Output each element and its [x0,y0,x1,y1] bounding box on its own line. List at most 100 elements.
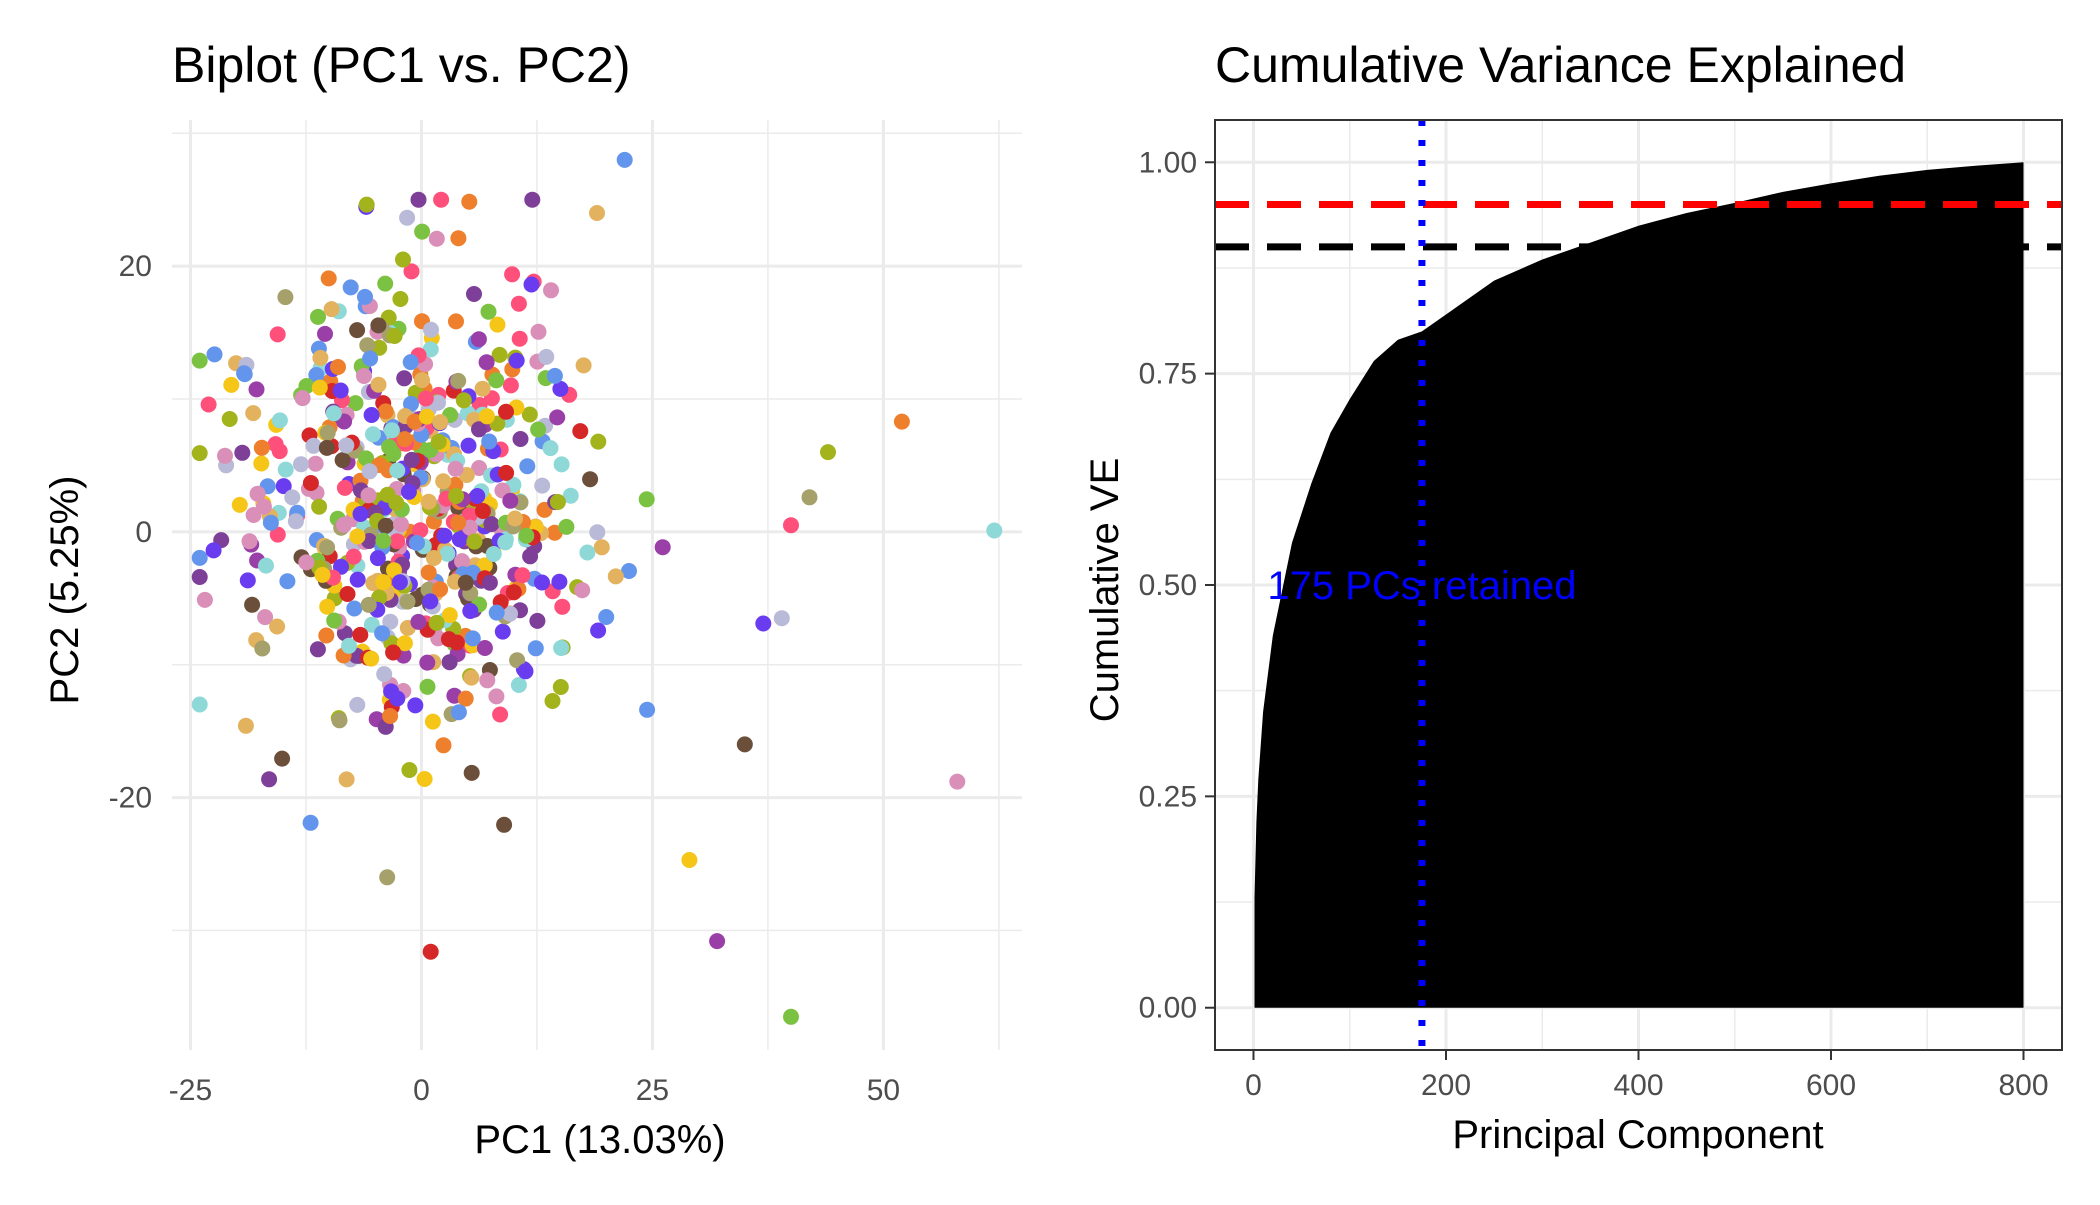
scatter-point [489,316,506,333]
scatter-point [320,270,337,287]
scatter-point [529,612,546,629]
scatter-point [462,603,479,619]
scatter-point [463,764,480,781]
scatter-point [511,330,528,347]
biplot-points [191,151,1003,1025]
scatter-point [363,407,380,423]
scatter-point [507,510,523,527]
scatter-point [518,527,535,544]
y-tick-label: 0.25 [1139,780,1197,813]
scatter-point [502,377,519,394]
scatter-point [474,503,491,519]
scatter-point [549,494,566,510]
scatter-point [575,357,592,374]
scatter-point [558,518,575,535]
scatter-point [363,650,380,667]
scatter-point [440,631,457,648]
scatter-point [574,582,591,599]
scatter-point [307,455,324,472]
scatter-point [562,487,579,504]
scatter-point [200,396,217,413]
scatter-point [358,196,375,213]
cumulative-ve-x-axis-title: Principal Component [1452,1113,1823,1157]
scatter-point [549,409,566,426]
scatter-point [463,669,480,686]
scatter-point [377,403,394,420]
scatter-point [365,426,381,443]
scatter-point [450,230,467,247]
y-tick-label: 1.00 [1139,146,1197,179]
biplot-panel: -25 0 25 50 -20 0 20 Biplot (PC1 vs. PC2) PC1… [43,37,1022,1162]
scatter-point [389,690,406,707]
scatter-point [773,610,790,627]
scatter-point [356,368,372,384]
scatter-point [205,542,222,559]
y-tick-label: 0 [135,516,152,549]
scatter-point [334,452,351,469]
scatter-point [450,704,467,721]
scatter-point [371,339,388,356]
scatter-point [269,526,286,543]
scatter-point [403,451,420,468]
scatter-point [481,574,498,591]
scatter-point [422,341,439,358]
scatter-point [191,696,208,713]
scatter-point [336,516,352,533]
retained-pcs-annotation: 175 PCs retained [1267,564,1576,608]
scatter-point [512,431,529,447]
scatter-point [552,380,569,397]
biplot-x-ticks: -25 0 25 50 [169,1074,900,1107]
scatter-point [424,713,441,730]
scatter-point [318,439,335,456]
scatter-point [510,677,527,693]
scatter-point [234,444,251,461]
scatter-point [409,535,425,551]
cumulative-ve-y-ticks: 0.00 0.25 0.50 0.75 1.00 [1139,146,1215,1025]
scatter-point [543,282,559,299]
scatter-point [317,325,333,342]
scatter-point [393,516,409,533]
scatter-point [311,498,328,515]
x-tick-label: 0 [413,1074,430,1107]
scatter-point [517,663,534,680]
scatter-point [466,533,483,550]
scatter-point [519,458,536,475]
scatter-point [319,598,336,615]
scatter-point [451,531,468,548]
scatter-point [551,573,568,590]
cumulative-ve-area [1254,162,2024,1008]
scatter-point [476,640,493,656]
scatter-point [258,557,274,574]
scatter-point [298,554,315,571]
scatter-point [428,614,445,631]
scatter-point [492,706,509,723]
scatter-point [554,598,571,615]
scatter-point [430,433,447,450]
scatter-point [553,640,570,656]
scatter-point [488,688,505,705]
scatter-point [783,1008,799,1025]
scatter-point [436,527,453,544]
scatter-point [544,693,561,709]
scatter-point [339,586,356,602]
scatter-point [418,408,435,425]
scatter-point [480,303,497,320]
scatter-point [249,485,266,502]
scatter-point [441,607,458,624]
scatter-point [579,544,596,561]
scatter-point [254,640,271,657]
scatter-point [287,513,304,530]
scatter-point [590,622,607,639]
scatter-point [470,331,487,348]
scatter-point [206,346,223,363]
scatter-point [274,750,291,767]
scatter-point [375,532,392,549]
scatter-point [253,455,270,472]
scatter-point [448,313,464,330]
scatter-point [223,376,240,393]
scatter-point [542,440,559,457]
scatter-point [546,367,563,384]
scatter-point [488,372,505,389]
scatter-point [419,654,436,671]
scatter-point [277,461,294,478]
